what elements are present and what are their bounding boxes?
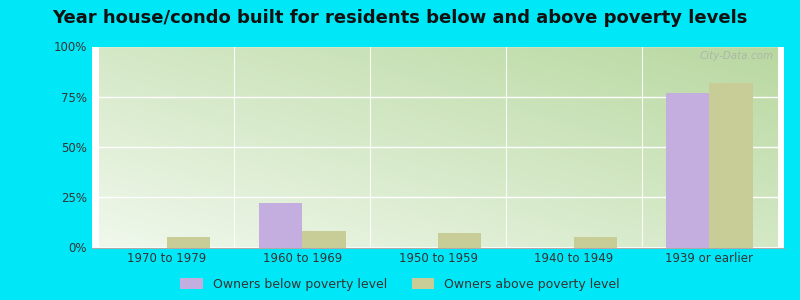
- Bar: [259, 203, 302, 247]
- Bar: [710, 83, 753, 248]
- Bar: [302, 231, 346, 248]
- Bar: [666, 93, 710, 248]
- Bar: [574, 238, 617, 248]
- Text: City-Data.com: City-Data.com: [699, 50, 774, 61]
- Bar: [166, 238, 210, 248]
- Text: Year house/condo built for residents below and above poverty levels: Year house/condo built for residents bel…: [52, 9, 748, 27]
- Legend: Owners below poverty level, Owners above poverty level: Owners below poverty level, Owners above…: [180, 278, 620, 291]
- Bar: [438, 233, 482, 248]
